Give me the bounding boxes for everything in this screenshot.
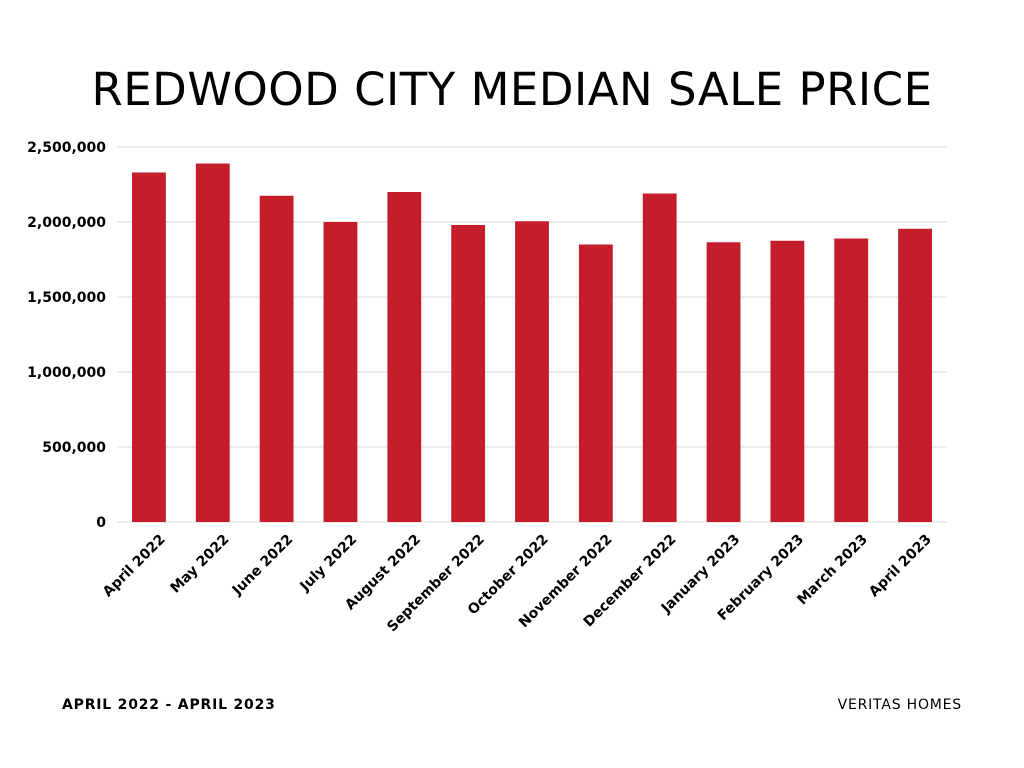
bars <box>132 163 932 522</box>
x-tick-label: April 2023 <box>866 532 935 601</box>
y-tick-label: 2,000,000 <box>27 215 106 231</box>
bar <box>451 225 486 522</box>
x-tick-label: April 2022 <box>100 532 169 601</box>
bar <box>132 172 166 522</box>
bar <box>387 192 422 522</box>
bar <box>706 242 741 522</box>
y-tick-label: 1,000,000 <box>27 365 106 381</box>
brand-label: VERITAS HOMES <box>837 697 962 713</box>
x-tick-label: June 2022 <box>229 532 297 600</box>
x-tick-label: July 2022 <box>297 532 361 596</box>
y-tick-label: 2,500,000 <box>27 140 106 156</box>
bar <box>834 238 869 522</box>
bar <box>323 222 358 522</box>
y-tick-label: 1,500,000 <box>27 290 106 306</box>
y-axis-ticks: 0 500,000 1,000,000 1,500,000 2,000,000 2,500… <box>27 140 106 531</box>
y-tick-label: 0 <box>96 515 106 531</box>
bar <box>578 244 613 522</box>
chart-title: REDWOOD CITY MEDIAN SALE PRICE <box>91 63 933 116</box>
bar <box>515 221 549 522</box>
date-range-label: APRIL 2022 - APRIL 2023 <box>62 697 276 713</box>
y-tick-label: 500,000 <box>42 440 106 456</box>
bar <box>259 195 294 522</box>
bar <box>195 163 230 522</box>
bar <box>898 228 932 522</box>
x-tick-label: May 2022 <box>168 532 233 597</box>
bar <box>642 193 677 522</box>
bar <box>770 240 805 522</box>
